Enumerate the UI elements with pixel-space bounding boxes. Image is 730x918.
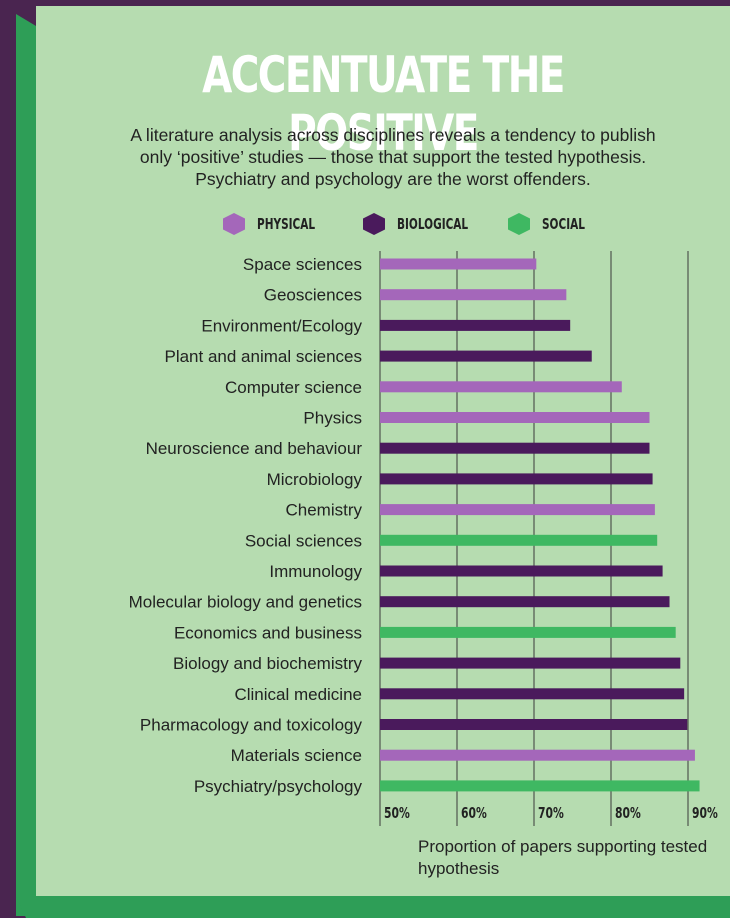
bar bbox=[380, 473, 653, 485]
social-hexagon-icon bbox=[508, 213, 530, 235]
x-tick-label: 60% bbox=[461, 805, 487, 822]
category-label: Chemistry bbox=[285, 501, 362, 520]
bar bbox=[380, 749, 695, 761]
x-tick-label: 80% bbox=[615, 805, 641, 822]
category-label: Pharmacology and toxicology bbox=[140, 716, 363, 735]
category-label: Economics and business bbox=[174, 623, 362, 642]
category-label: Biology and biochemistry bbox=[173, 654, 362, 673]
bar bbox=[380, 565, 663, 577]
category-label: Psychiatry/psychology bbox=[194, 777, 363, 796]
category-label: Environment/Ecology bbox=[201, 316, 362, 335]
bar bbox=[380, 350, 592, 362]
bar bbox=[380, 534, 658, 546]
legend-item-social: SOCIAL bbox=[508, 213, 603, 235]
bar bbox=[380, 442, 650, 454]
x-axis-label: Proportion of papers supporting tested h… bbox=[418, 837, 708, 878]
bar bbox=[380, 381, 622, 393]
subtitle-line: A literature analysis across disciplines… bbox=[130, 125, 656, 145]
category-label: Materials science bbox=[231, 746, 362, 765]
card-left-edge bbox=[16, 14, 36, 916]
category-label: Neuroscience and behaviour bbox=[146, 439, 363, 458]
legend-label: PHYSICAL bbox=[257, 215, 316, 233]
infographic-card: ACCENTUATE THE POSITIVE A literature ana… bbox=[36, 6, 730, 896]
bar bbox=[380, 596, 670, 608]
bar bbox=[380, 626, 676, 638]
category-label: Geosciences bbox=[264, 286, 362, 305]
physical-hexagon-icon bbox=[223, 213, 245, 235]
legend-label: BIOLOGICAL bbox=[397, 215, 469, 233]
category-label: Space sciences bbox=[243, 255, 362, 274]
bar bbox=[380, 657, 681, 669]
bar bbox=[380, 412, 650, 423]
x-tick-label: 90% bbox=[692, 805, 718, 822]
bar bbox=[380, 780, 700, 792]
bar bbox=[380, 504, 655, 516]
card-bottom-edge bbox=[16, 896, 730, 918]
biological-hexagon-icon bbox=[363, 213, 385, 235]
bar bbox=[380, 289, 567, 301]
chart-subtitle: A literature analysis across disciplines… bbox=[66, 124, 720, 190]
legend-item-biological: BIOLOGICAL bbox=[363, 213, 499, 235]
x-tick-label: 70% bbox=[538, 805, 564, 822]
bar bbox=[380, 319, 571, 331]
category-label: Clinical medicine bbox=[234, 685, 362, 704]
category-label: Plant and animal sciences bbox=[164, 347, 362, 366]
category-label: Social sciences bbox=[245, 531, 362, 550]
x-tick-label: 50% bbox=[384, 805, 410, 822]
bar bbox=[380, 719, 688, 730]
bar bbox=[380, 258, 537, 270]
bar-chart: Space sciences Geosciences Environment/Eco… bbox=[129, 251, 718, 826]
subtitle-line: only ‘positive’ studies — those that sup… bbox=[139, 147, 647, 167]
subtitle-line: Psychiatry and psychology are the worst … bbox=[195, 169, 591, 189]
chart-title: ACCENTUATE THE POSITIVE bbox=[202, 46, 565, 162]
legend-label: SOCIAL bbox=[542, 215, 585, 233]
bar bbox=[380, 688, 685, 700]
category-label: Molecular biology and genetics bbox=[129, 593, 362, 612]
legend-item-physical: PHYSICAL bbox=[223, 213, 340, 235]
category-label: Microbiology bbox=[267, 470, 363, 489]
category-label: Computer science bbox=[225, 378, 362, 397]
category-label: Immunology bbox=[269, 562, 362, 581]
category-label: Physics bbox=[303, 409, 362, 428]
